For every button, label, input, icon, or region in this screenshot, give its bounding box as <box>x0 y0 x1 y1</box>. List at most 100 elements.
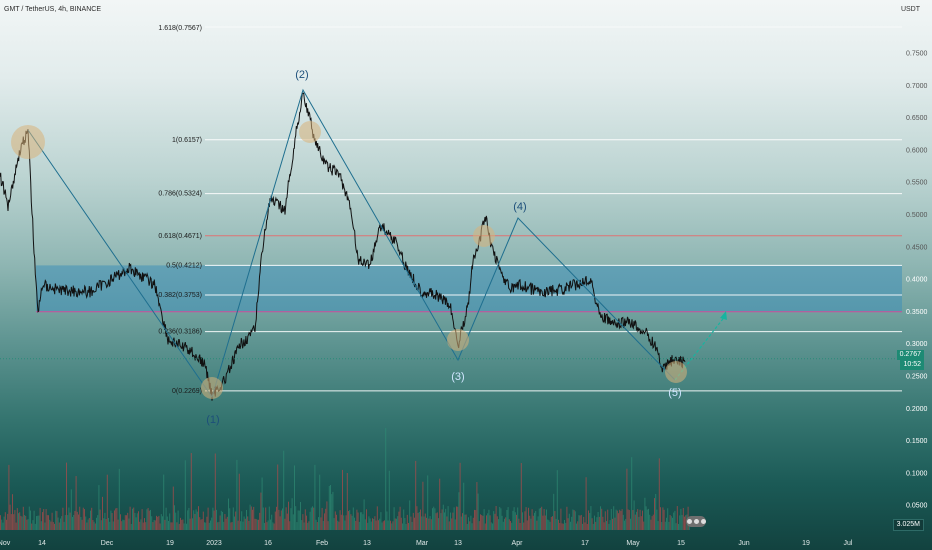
volume-bar <box>532 515 534 530</box>
fib-label: 0.236(0.3186) <box>158 329 202 336</box>
volume-bar <box>340 514 342 530</box>
volume-bar <box>469 521 471 530</box>
volume-bar <box>640 516 642 530</box>
volume-bar <box>654 498 655 530</box>
volume-bar <box>315 519 317 530</box>
volume-bar <box>60 518 61 530</box>
volume-bar <box>376 506 378 530</box>
volume-bar <box>331 494 333 530</box>
volume-bar <box>150 509 151 530</box>
highlight-circle <box>299 121 321 143</box>
volume-bar <box>133 507 135 530</box>
price-tick: 0.5000 <box>906 212 928 219</box>
volume-bar <box>141 509 143 530</box>
volume-bar <box>70 489 72 530</box>
volume-bar <box>330 485 331 530</box>
volume-bar <box>274 511 276 530</box>
volume-bar <box>351 515 353 530</box>
volume-bar <box>242 521 244 530</box>
volume-bar <box>604 511 606 530</box>
volume-bar <box>680 508 682 530</box>
volume-bar <box>144 518 145 530</box>
volume-bar <box>501 515 503 530</box>
volume-bar <box>130 523 132 530</box>
volume-bar <box>134 512 136 530</box>
volume-bar <box>548 520 550 530</box>
volume-bar <box>333 518 335 530</box>
volume-bar <box>622 514 624 530</box>
volume-bar <box>211 517 213 530</box>
volume-bar <box>147 507 149 530</box>
volume-bar <box>236 459 238 530</box>
volume-bar <box>537 516 539 530</box>
volume-bar <box>45 509 47 530</box>
fib-label: 0.786(0.5324) <box>158 191 202 198</box>
volume-bar <box>468 517 469 530</box>
volume-bar <box>327 521 329 530</box>
volume-bar <box>64 515 66 530</box>
volume-bar <box>553 493 555 530</box>
volume-bar <box>21 516 23 530</box>
volume-bar <box>270 519 271 530</box>
price-tick: 0.7500 <box>906 51 928 58</box>
volume-bar <box>10 514 12 530</box>
volume-bar <box>476 482 478 530</box>
projection-arrowhead <box>720 311 727 320</box>
volume-bar <box>273 523 275 530</box>
highlight-circle <box>665 361 687 383</box>
volume-bar <box>370 521 372 530</box>
fib-label: 1(0.6157) <box>172 137 202 144</box>
volume-bar <box>636 511 637 530</box>
volume-bar <box>216 509 217 530</box>
volume-bar <box>214 453 216 530</box>
volume-bar <box>398 511 400 530</box>
volume-bar <box>346 472 348 530</box>
volume-bar <box>58 522 60 530</box>
volume-bar <box>456 506 457 530</box>
lock-icon[interactable] <box>686 516 706 527</box>
volume-bar <box>631 457 633 530</box>
volume-bar <box>181 519 183 530</box>
fib-label: 0.382(0.3753) <box>158 292 202 299</box>
volume-bar <box>342 469 343 530</box>
volume-bar <box>146 509 148 530</box>
volume-bar <box>574 511 576 530</box>
time-tick: 14 <box>38 540 46 547</box>
volume-bar <box>507 507 509 530</box>
fib-extension-label: 1.618(0.7567) <box>158 25 202 32</box>
volume-bar <box>19 512 21 530</box>
symbol-title[interactable]: GMT / TetherUS, 4h, BINANCE <box>4 6 101 13</box>
volume-bar <box>24 515 25 530</box>
volume-bar <box>308 521 310 530</box>
volume-bar <box>28 506 30 530</box>
volume-bar <box>529 515 531 530</box>
volume-bar <box>598 516 600 530</box>
volume-bar <box>464 514 466 530</box>
volume-bar <box>362 514 364 530</box>
volume-bar <box>226 516 228 530</box>
volume-bar <box>175 512 177 530</box>
volume-bar <box>184 460 186 530</box>
volume-bar <box>99 509 101 530</box>
volume-bar <box>552 516 553 530</box>
volume-bar <box>366 509 367 530</box>
price-tick: 0.2500 <box>906 374 928 381</box>
volume-bar <box>555 518 557 530</box>
volume-bar <box>546 509 547 530</box>
volume-bar <box>675 523 677 530</box>
volume-bar <box>42 512 43 530</box>
volume-bar <box>75 476 77 530</box>
volume-bar <box>302 514 304 530</box>
volume-bar <box>518 518 520 530</box>
time-tick: 2023 <box>206 540 222 547</box>
volume-bar <box>388 470 390 530</box>
volume-bar <box>446 516 448 530</box>
volume-bar <box>316 522 318 530</box>
volume-bar <box>140 519 142 530</box>
volume-bar <box>427 475 429 530</box>
volume-bar <box>415 460 417 530</box>
volume-bar <box>517 507 519 530</box>
volume-bar <box>672 517 673 530</box>
